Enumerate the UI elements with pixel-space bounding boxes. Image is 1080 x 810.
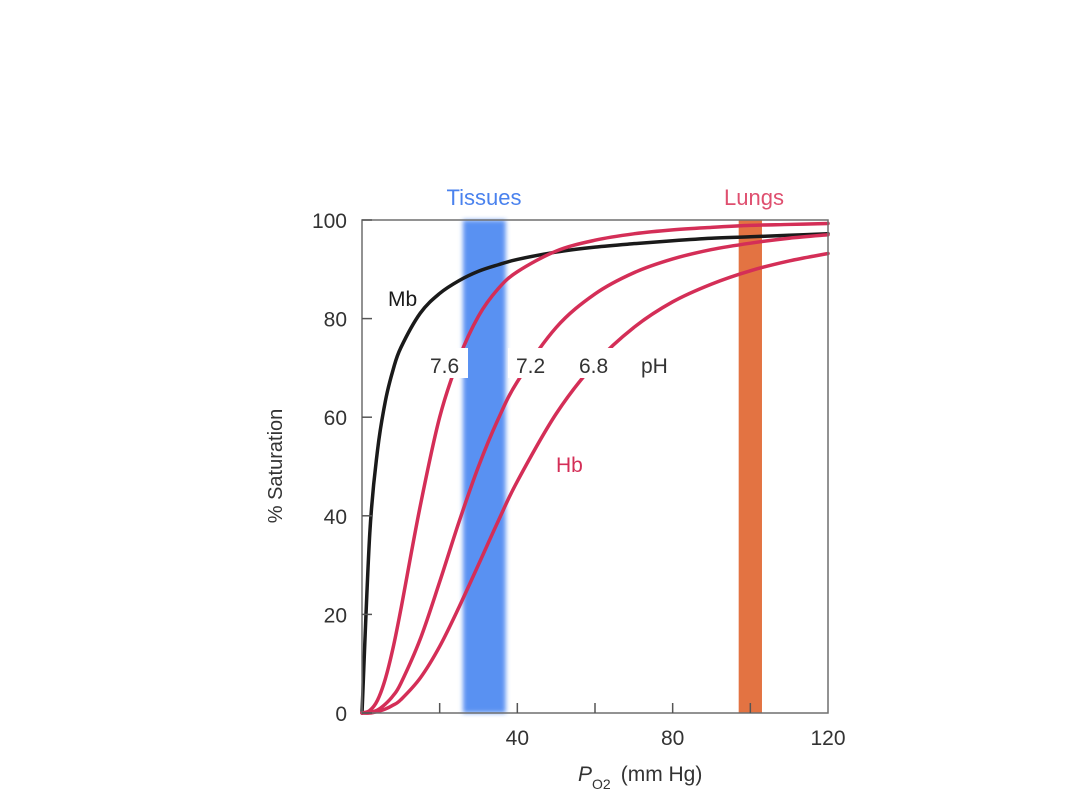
band-label-tissues: Tissues: [447, 185, 522, 210]
y-tick-label: 60: [324, 407, 347, 430]
series-label-7-6: 7.6: [430, 355, 459, 378]
ph-label: pH: [641, 355, 668, 378]
curve-7-6: [360, 221, 830, 715]
y-tick-label: 0: [335, 703, 347, 726]
x-tick-label: 80: [661, 727, 684, 750]
x-axis-label: PO2 (mm Hg): [578, 763, 702, 792]
y-tick-label: 20: [324, 604, 347, 627]
label-gap: [508, 348, 554, 378]
series-label-6-8: 6.8: [579, 355, 608, 378]
x-axis-label-sub: O2: [592, 776, 611, 792]
y-tick-label: 100: [312, 210, 347, 233]
label-gap: [420, 348, 468, 378]
x-tick-label: 120: [810, 727, 845, 750]
x-axis-label-p: P: [578, 763, 592, 786]
series-label-mb: Mb: [388, 288, 417, 311]
y-tick-label: 80: [324, 309, 347, 332]
curve-7-2: [360, 233, 830, 715]
band-tissues: [462, 220, 506, 713]
band-lungs: [738, 220, 762, 713]
y-tick-label: 40: [324, 506, 347, 529]
band-label-lungs: Lungs: [724, 185, 784, 210]
curve-mb: [360, 232, 830, 715]
y-axis-label: % Saturation: [265, 409, 287, 524]
label-gap: [574, 348, 622, 378]
series-label-7-2: 7.2: [516, 355, 545, 378]
curve-6-8: [360, 251, 830, 715]
x-axis-label-units: (mm Hg): [621, 763, 703, 786]
hb-label: Hb: [556, 454, 583, 477]
x-tick-label: 40: [506, 727, 529, 750]
